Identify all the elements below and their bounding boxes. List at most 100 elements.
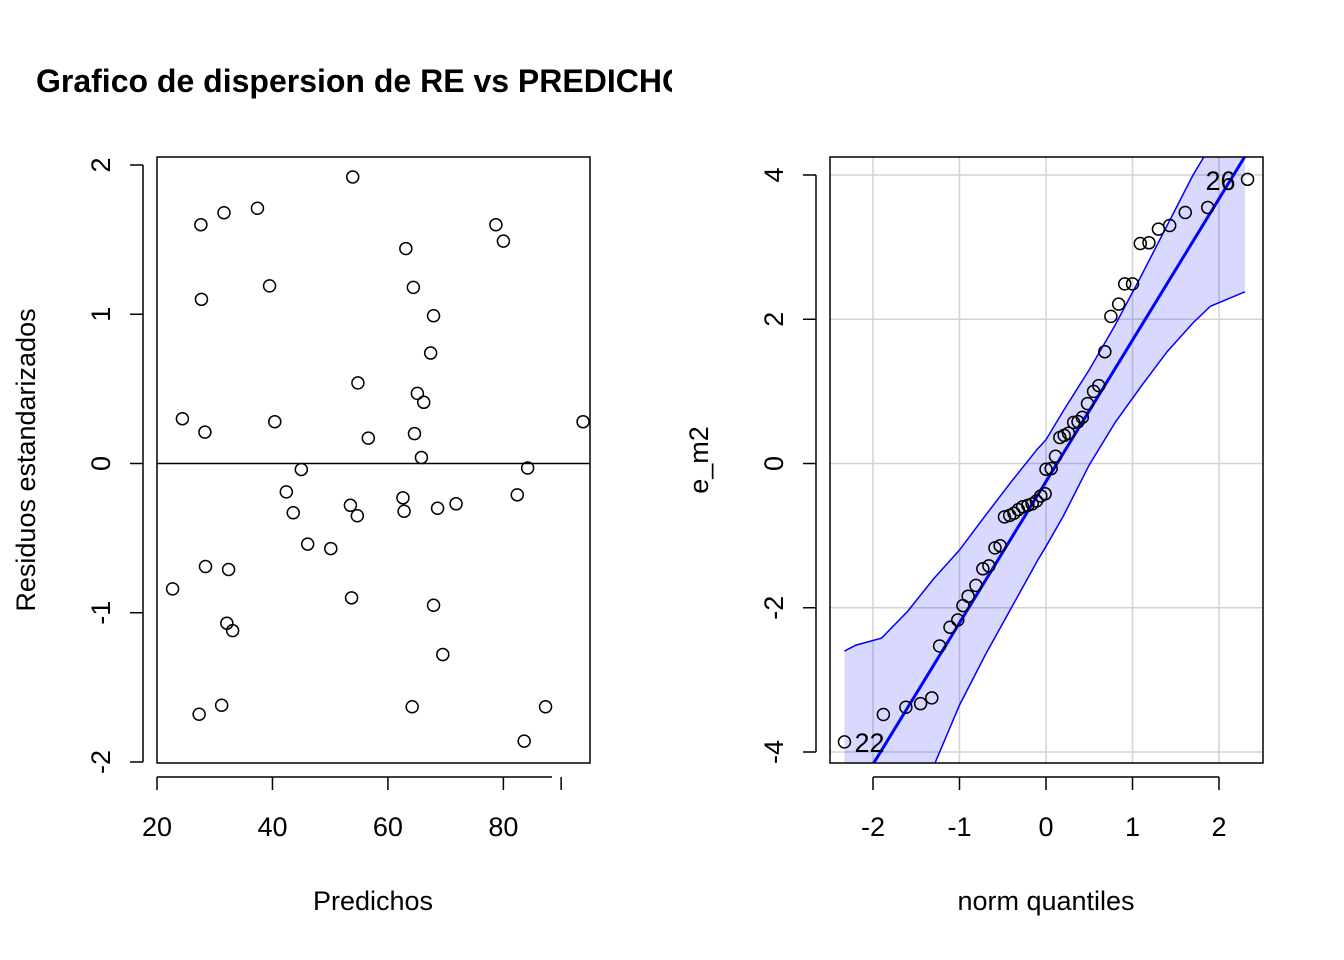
data-point: [1104, 309, 1118, 324]
data-point: [407, 426, 422, 441]
data-point: [165, 582, 180, 596]
data-point: [1133, 236, 1148, 251]
x-tick-label: 40: [257, 812, 287, 842]
data-point: [1098, 344, 1112, 359]
data-point: [361, 431, 376, 445]
data-point: [343, 498, 358, 513]
data-point: [225, 623, 240, 638]
y-axis-label: Residuos estandarizados: [11, 308, 41, 611]
qq-panel: 22 26 -2 -1 0 1 2 -4 -2 0 2 4 norm quantiles e_m2: [684, 156, 1264, 916]
y-tick-label: -4: [759, 740, 789, 764]
axes: -2 -1 0 1 2 -4 -2 0 2 4: [759, 167, 1227, 842]
data-point: [1038, 487, 1052, 501]
data-point: [496, 234, 511, 248]
band-fill: [844, 157, 1245, 763]
data-point: [268, 414, 282, 429]
data-point: [430, 501, 445, 516]
data-point: [262, 279, 277, 293]
data-point: [250, 201, 265, 216]
data-point: [192, 707, 206, 721]
data-point: [449, 497, 463, 511]
data-point: [538, 700, 553, 714]
x-tick-label: -1: [947, 812, 971, 842]
data-point: [899, 700, 913, 715]
x-tick-label: 80: [488, 812, 518, 842]
band-lower-line: [934, 291, 1246, 763]
data-point: [510, 488, 525, 502]
y-tick-label: 2: [86, 157, 116, 172]
data-point: [286, 506, 301, 520]
band-upper-line: [844, 157, 1205, 652]
residuals-panel: Grafico de dispersion de RE vs PREDICHOS…: [11, 63, 672, 916]
x-tick-label: 2: [1211, 812, 1226, 842]
y-tick-label: 4: [759, 167, 789, 182]
data-point: [925, 691, 939, 705]
data-point: [876, 707, 891, 722]
y-tick-label: -2: [86, 750, 116, 774]
data-point: [1015, 500, 1030, 514]
data-point: [837, 735, 852, 749]
data-point: [943, 620, 957, 634]
data-point: [426, 598, 441, 613]
data-point: [1162, 218, 1177, 233]
data-point: [1061, 426, 1076, 440]
data-point: [576, 414, 590, 429]
data-point: [997, 510, 1012, 524]
data-point: [1125, 277, 1140, 291]
fit-line: [872, 157, 1247, 763]
point-label: 22: [854, 728, 884, 758]
data-point: [399, 241, 413, 256]
x-tick-label: 0: [1038, 812, 1053, 842]
data-point: [1240, 172, 1255, 187]
data-point: [300, 537, 315, 551]
x-tick-label: 20: [142, 812, 172, 842]
y-tick-label: -1: [86, 601, 116, 625]
y-tick-label: 0: [759, 456, 789, 471]
data-point: [976, 562, 990, 576]
data-point: [397, 504, 411, 519]
data-point: [350, 508, 365, 523]
data-point: [1048, 449, 1063, 464]
data-point: [198, 425, 212, 439]
data-point: [1201, 200, 1215, 215]
data-point: [517, 734, 531, 748]
data-point: [194, 217, 208, 232]
data-point: [344, 591, 359, 605]
y-tick-label: 1: [86, 307, 116, 322]
data-point: [993, 538, 1007, 553]
data-points: [837, 172, 1255, 749]
x-axis-label: norm quantiles: [957, 886, 1134, 916]
data-point: [414, 450, 429, 465]
data-point: [1039, 462, 1053, 477]
data-point: [951, 613, 965, 627]
data-point: [1178, 205, 1193, 220]
data-point: [1092, 378, 1106, 393]
data-point: [932, 639, 947, 653]
y-axis-label: e_m2: [684, 426, 714, 494]
data-point: [221, 562, 236, 577]
data-point: [1007, 506, 1021, 521]
data-point: [294, 462, 309, 477]
data-point: [1044, 461, 1058, 476]
data-point: [1080, 396, 1095, 411]
data-point: [194, 292, 209, 307]
x-tick-label: 1: [1125, 812, 1140, 842]
data-point: [351, 376, 365, 390]
x-tick-label: 60: [373, 812, 403, 842]
data-point: [405, 700, 419, 714]
data-point: [214, 698, 229, 713]
data-point: [198, 559, 213, 574]
data-point: [423, 346, 438, 360]
data-point: [279, 485, 294, 499]
data-point: [416, 395, 431, 410]
x-tick-label: -2: [861, 812, 885, 842]
data-point: [520, 461, 535, 475]
data-point: [396, 491, 410, 505]
y-tick-label: 2: [759, 312, 789, 327]
data-point: [345, 170, 360, 184]
data-point: [961, 589, 975, 603]
axes: 20 40 60 80 -2 -1 0 1 2: [86, 157, 562, 842]
data-point: [175, 411, 190, 426]
point-labels: 22 26: [854, 166, 1235, 758]
